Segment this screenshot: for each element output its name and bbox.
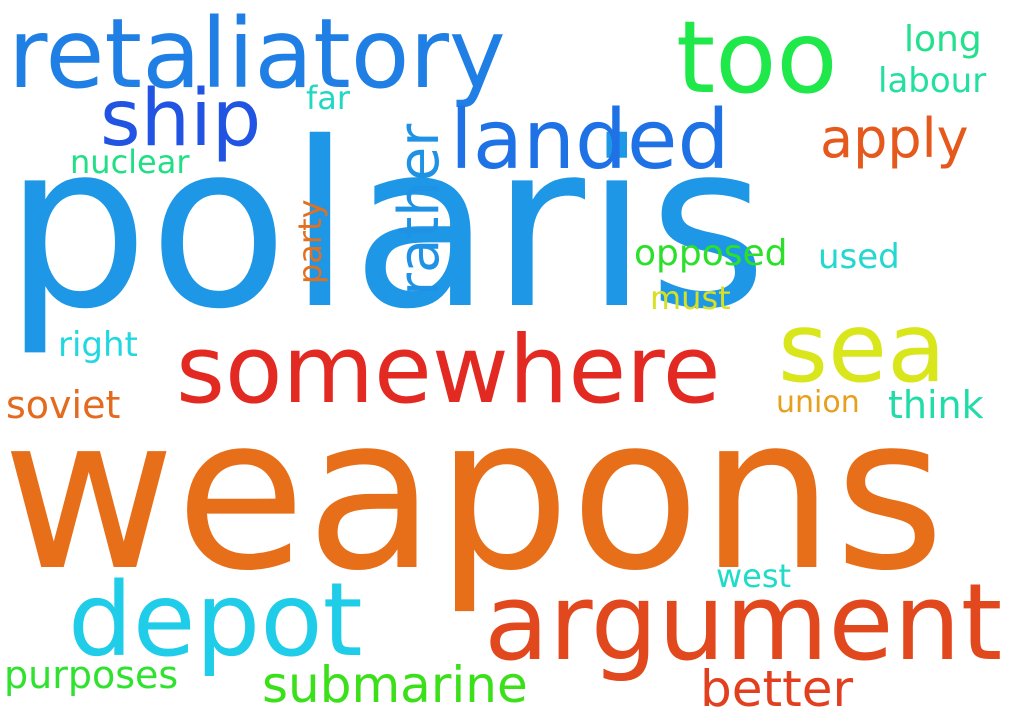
word-west: west xyxy=(716,557,792,595)
word-depot: depot xyxy=(68,561,363,680)
word-apply: apply xyxy=(820,107,969,170)
word-retaliatory: retaliatory xyxy=(8,0,506,110)
word-long: long xyxy=(904,19,982,60)
word-soviet: soviet xyxy=(6,383,121,427)
word-landed: landed xyxy=(450,93,730,188)
word-too: too xyxy=(676,0,838,116)
word-used: used xyxy=(818,237,900,277)
word-rather: rather xyxy=(387,123,452,296)
word-far: far xyxy=(306,79,351,117)
word-polaris: polaris xyxy=(4,93,768,359)
word-think: think xyxy=(888,383,984,427)
word-weapons: weapons xyxy=(2,370,945,617)
word-argument: argument xyxy=(484,561,1003,684)
word-submarine: submarine xyxy=(262,656,528,714)
word-labour: labour xyxy=(878,61,987,101)
word-ship: ship xyxy=(100,74,262,164)
word-somewhere: somewhere xyxy=(176,316,721,425)
word-opposed: opposed xyxy=(634,233,788,274)
word-right: right xyxy=(58,325,138,365)
word-must: must xyxy=(650,279,731,317)
word-party: party xyxy=(291,199,329,284)
word-sea: sea xyxy=(778,292,946,404)
word-purposes: purposes xyxy=(4,653,179,697)
word-nuclear: nuclear xyxy=(70,143,190,181)
word-union: union xyxy=(776,385,860,420)
word-better: better xyxy=(700,660,854,718)
